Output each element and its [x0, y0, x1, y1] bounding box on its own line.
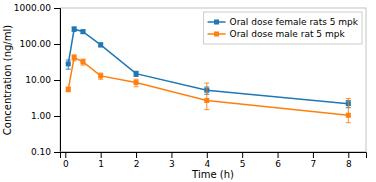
- tick: 5: [240, 152, 246, 169]
- error-bar: [66, 87, 71, 92]
- tick-mark: [54, 152, 60, 153]
- x-axis: 0 1 2 3 4 5 6 7 8: [61, 152, 367, 169]
- tick-mark: [101, 152, 102, 158]
- axis-line: [54, 9, 61, 153]
- error-bar: [72, 55, 77, 61]
- legend-marker: [214, 32, 219, 37]
- tick-mark: [348, 152, 349, 158]
- legend-marker: [214, 20, 219, 25]
- tick-label: 2: [134, 159, 140, 169]
- tick: 0.10: [31, 147, 60, 157]
- marker: [80, 59, 85, 64]
- tick-label: 1000.00: [14, 3, 51, 13]
- tick-label: 0: [63, 159, 69, 169]
- error-bar: [98, 73, 103, 79]
- marker: [134, 71, 139, 76]
- tick: 8: [346, 152, 352, 169]
- marker: [72, 27, 77, 32]
- legend-label: Oral dose male rat 5 mpk: [230, 29, 346, 39]
- tick-mark: [136, 152, 137, 158]
- tick-mark: [171, 152, 172, 158]
- tick: 1: [98, 152, 104, 169]
- marker: [98, 73, 103, 78]
- series-line: [68, 58, 348, 116]
- error-bar: [98, 43, 103, 47]
- chart: 0 1 2 3 4 5 6 7 8 0.10 1.00 10.00 100.00 1000.00 Oral …: [0, 0, 376, 182]
- legend-label: Oral dose female rats 5 mpk: [230, 17, 359, 27]
- tick: 2: [134, 152, 140, 169]
- tick-mark: [278, 152, 279, 158]
- marker: [134, 80, 139, 85]
- marker: [80, 29, 85, 34]
- tick: 10.00: [25, 75, 60, 85]
- legend-item: Oral dose male rat 5 mpk: [208, 29, 346, 39]
- tick-label: 7: [311, 159, 317, 169]
- series: [66, 55, 351, 123]
- legend-item: Oral dose female rats 5 mpk: [208, 17, 359, 27]
- tick-label: 1.00: [31, 111, 51, 121]
- error-bar: [204, 83, 209, 110]
- plot: 0 1 2 3 4 5 6 7 8 0.10 1.00 10.00 100.00 1000.00 Oral …: [14, 3, 367, 169]
- tick: 6: [275, 152, 281, 169]
- tick-label: 5: [240, 159, 246, 169]
- legend-box: [204, 12, 362, 44]
- tick-mark: [313, 152, 314, 158]
- tick-mark: [54, 116, 60, 117]
- axis-line: [61, 153, 367, 159]
- error-bar: [346, 99, 351, 123]
- plot-frame: [60, 8, 366, 152]
- tick: 100.00: [20, 39, 61, 49]
- tick-mark: [65, 152, 66, 158]
- marker: [204, 98, 209, 103]
- tick: 1000.00: [14, 3, 60, 13]
- tick-label: 4: [204, 159, 210, 169]
- error-bar: [134, 79, 139, 86]
- reference-line: [60, 152, 366, 153]
- marker: [346, 113, 351, 118]
- tick-label: 10.00: [25, 75, 51, 85]
- marker: [66, 61, 71, 66]
- tick: 4: [204, 152, 210, 169]
- tick-mark: [242, 152, 243, 158]
- tick-mark: [54, 44, 60, 45]
- y-axis-title: Concentration (ng/ml): [2, 25, 13, 135]
- x-axis-title: Time (h): [191, 169, 234, 180]
- tick: 3: [169, 152, 175, 169]
- tick-mark: [54, 8, 60, 9]
- tick-label: 3: [169, 159, 175, 169]
- error-bar: [134, 71, 139, 76]
- tick-mark: [54, 80, 60, 81]
- marker: [98, 42, 103, 47]
- tick-label: 6: [275, 159, 281, 169]
- marker: [66, 87, 71, 92]
- tick-mark: [207, 152, 208, 158]
- tick: 1.00: [31, 111, 60, 121]
- tick: 0: [63, 152, 69, 169]
- tick-label: 1: [98, 159, 104, 169]
- error-bar: [80, 59, 85, 65]
- error-bar: [72, 27, 77, 31]
- y-axis: 0.10 1.00 10.00 100.00 1000.00: [14, 3, 61, 157]
- tick-label: 100.00: [20, 39, 52, 49]
- legend: Oral dose female rats 5 mpk Oral dose mal…: [204, 12, 362, 44]
- error-bar: [80, 30, 85, 34]
- tick: 7: [311, 152, 317, 169]
- marker: [72, 55, 77, 60]
- tick-label: 8: [346, 159, 352, 169]
- tick-label: 0.10: [31, 147, 51, 157]
- marks: [60, 27, 366, 152]
